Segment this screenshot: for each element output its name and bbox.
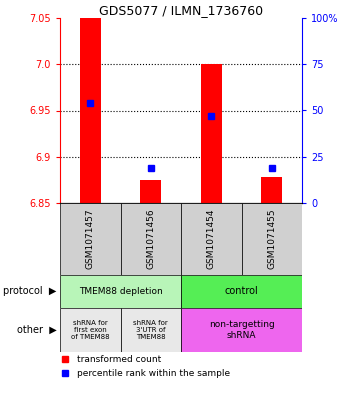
Bar [261, 177, 282, 203]
Text: GSM1071454: GSM1071454 [207, 209, 216, 269]
Bar [60, 275, 181, 308]
Bar [120, 203, 181, 275]
Bar [140, 180, 162, 203]
Bar [201, 64, 222, 203]
Text: transformed count: transformed count [77, 354, 161, 364]
Text: shRNA for
first exon
of TMEM88: shRNA for first exon of TMEM88 [71, 320, 109, 340]
Text: shRNA for
3'UTR of
TMEM88: shRNA for 3'UTR of TMEM88 [133, 320, 168, 340]
Bar [80, 18, 101, 203]
Text: other  ▶: other ▶ [17, 325, 56, 335]
Text: GSM1071457: GSM1071457 [86, 209, 95, 269]
Bar [181, 275, 302, 308]
Text: protocol  ▶: protocol ▶ [3, 286, 56, 296]
Text: percentile rank within the sample: percentile rank within the sample [77, 369, 230, 378]
Text: GSM1071455: GSM1071455 [267, 209, 276, 269]
Text: non-targetting
shRNA: non-targetting shRNA [209, 320, 274, 340]
Bar [120, 308, 181, 352]
Text: control: control [225, 286, 258, 296]
Bar [181, 203, 241, 275]
Bar [241, 203, 302, 275]
Bar [181, 308, 302, 352]
Bar [60, 308, 120, 352]
Bar [60, 203, 120, 275]
Title: GDS5077 / ILMN_1736760: GDS5077 / ILMN_1736760 [99, 4, 263, 17]
Text: GSM1071456: GSM1071456 [146, 209, 155, 269]
Text: TMEM88 depletion: TMEM88 depletion [79, 287, 163, 296]
